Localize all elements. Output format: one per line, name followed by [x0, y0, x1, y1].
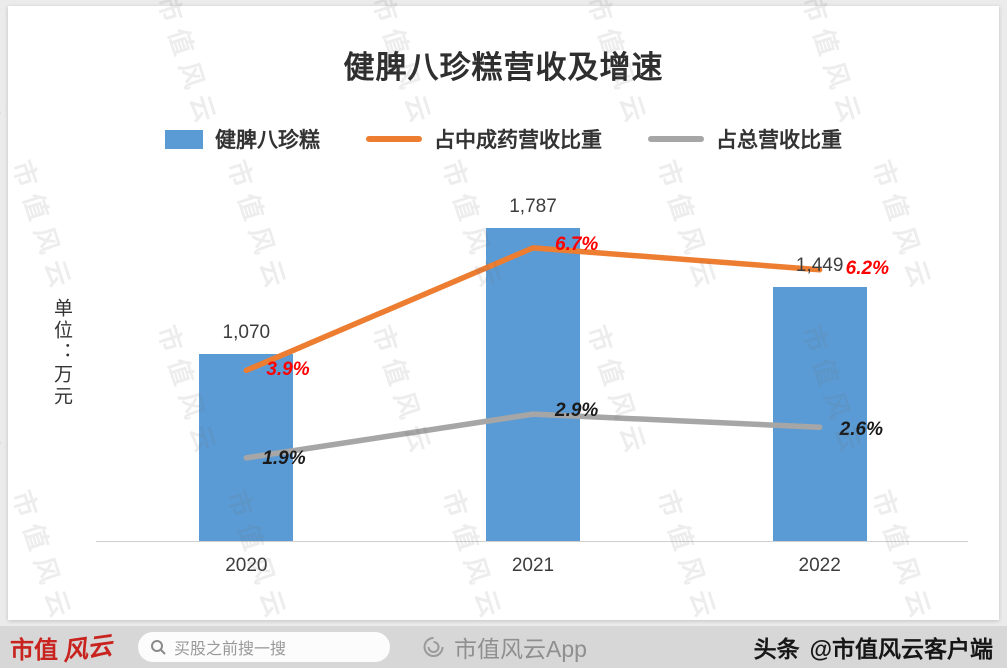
x-axis-line — [96, 541, 968, 542]
brand-text: 市值 — [10, 636, 58, 664]
x-tick-label: 2020 — [225, 555, 268, 576]
legend-label: 健脾八珍糕 — [215, 129, 320, 152]
gray-line-swatch-icon — [648, 136, 704, 142]
search-placeholder: 买股之前搜一搜 — [174, 641, 287, 658]
chart-title: 健脾八珍糕营收及增速 — [343, 50, 664, 85]
x-tick-label: 2021 — [511, 555, 555, 576]
legend: 健脾八珍糕 占中成药营收比重 占总营收比重 — [8, 124, 999, 154]
orange-line-swatch-icon — [366, 136, 422, 142]
legend-item-orange-line: 占中成药营收比重 — [366, 124, 602, 154]
line-value-label: 1.9% — [262, 447, 306, 469]
legend-item-gray-line: 占总营收比重 — [648, 124, 842, 154]
bar-value-label: 1,070 — [222, 321, 271, 343]
bar-value-label: 1,787 — [509, 196, 557, 218]
label-layer: 1,070 1,787 1,449 3.9% 6.7% 6.2% 1.9% 2.9% 2.6% 2… — [8, 6, 999, 620]
brand-script-logo: 风云 — [60, 631, 114, 667]
app-name: 市值风云App — [454, 636, 587, 662]
app-branding: 市值风云App — [420, 630, 587, 664]
chart-card: 健脾八珍糕营收及增速 健脾八珍糕 占中成药营收比重 占总营收比重 单位：万元 1… — [8, 6, 999, 620]
search-icon — [151, 640, 166, 655]
toutiao-attribution: 头条 @市值风云客户端 — [754, 626, 993, 668]
legend-label: 占中成药营收比重 — [434, 129, 602, 152]
legend-label: 占总营收比重 — [716, 129, 842, 152]
line-value-label: 2.6% — [839, 419, 883, 441]
bar-swatch-icon — [165, 129, 203, 149]
line-value-label: 2.9% — [555, 400, 599, 422]
legend-item-bar: 健脾八珍糕 — [165, 124, 320, 154]
y-axis-unit-label: 单位：万元 — [51, 298, 72, 408]
platform-name: 头条 — [753, 636, 800, 662]
brand-logo: 市值 风云 — [10, 629, 114, 667]
line-value-label: 6.2% — [845, 257, 889, 279]
swirl-logo-icon — [423, 637, 444, 657]
footer-bar: 市值 风云 买股之前搜一搜 市值风云App 头条 @市值风云客户端 — [0, 626, 1007, 668]
line-value-label: 6.7% — [555, 233, 599, 255]
search-input[interactable]: 买股之前搜一搜 — [138, 632, 391, 662]
x-tick-label: 2022 — [798, 555, 841, 576]
line-value-label: 3.9% — [266, 359, 310, 381]
account-handle: @市值风云客户端 — [809, 636, 993, 662]
